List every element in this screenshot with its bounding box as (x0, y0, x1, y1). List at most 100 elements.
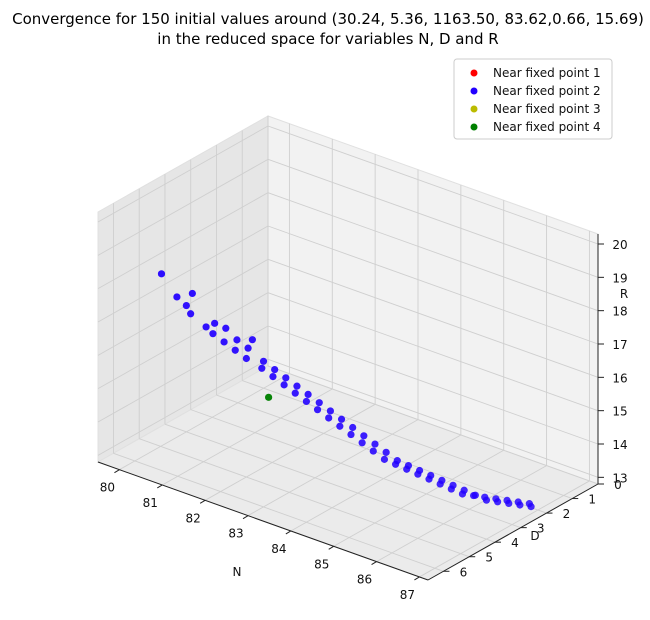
x-tick-label-2: 82 (186, 511, 201, 525)
legend-entry-1: Near fixed point 1 (493, 66, 601, 80)
x-grid-floor-2 (204, 403, 376, 501)
z-tick-label-5: 18 (612, 305, 627, 319)
point-s2-33 (358, 439, 366, 447)
grid-lines (97, 116, 599, 578)
y-axis-line (427, 483, 599, 581)
point-s2-0 (157, 270, 166, 278)
point-s2-40 (393, 457, 401, 465)
y-grid-floor-3 (190, 409, 521, 529)
point-s2-38 (382, 448, 390, 456)
point-s2-34 (360, 432, 368, 440)
point-s2-29 (336, 422, 344, 430)
legend-entry-3: Near fixed point 3 (493, 102, 601, 116)
z-grid-back-4 (267, 225, 599, 345)
point-s2-48 (438, 476, 446, 484)
x-tick-label-4: 84 (271, 542, 286, 556)
point-s2-14 (248, 336, 256, 344)
y-tick-label-5: 5 (485, 551, 493, 565)
legend-entry-2: Near fixed point 2 (493, 84, 601, 98)
z-grid-back-7 (267, 125, 599, 245)
x-tick-3 (242, 515, 249, 520)
z-tick-label-1: 14 (612, 438, 627, 452)
x-tick-label-7: 87 (400, 588, 415, 602)
x-grid-floor-0 (119, 373, 290, 471)
point-s2-5 (202, 323, 210, 331)
y-tick-label-3: 3 (537, 522, 545, 536)
point-s2-62 (516, 501, 524, 509)
x-tick-label-6: 86 (357, 573, 372, 587)
z-grid-back-2 (267, 292, 599, 412)
point-s2-24 (304, 390, 312, 399)
x-tick-label-1: 81 (143, 496, 158, 510)
point-s2-22 (293, 382, 301, 390)
z-grid-back-3 (267, 258, 599, 378)
x-grid-floor-3 (247, 419, 419, 517)
z-grid-left-5 (97, 192, 269, 290)
point-s2-30 (337, 415, 346, 423)
point-s2-36 (371, 440, 379, 448)
point-s2-20 (282, 374, 290, 382)
point-s2-37 (380, 455, 389, 463)
point-s2-4 (188, 289, 196, 298)
point-s2-21 (291, 389, 299, 397)
z-tick-label-7: 20 (612, 238, 627, 252)
point-s2-26 (315, 399, 323, 407)
legend-marker-4 (470, 123, 478, 131)
x-tick-5 (328, 545, 334, 550)
z-tick-label-3: 16 (612, 371, 627, 385)
z-tick-label-6: 19 (612, 271, 627, 285)
z-grid-left-4 (97, 225, 269, 323)
point-s2-3 (187, 310, 195, 318)
point-s2-50 (449, 481, 457, 489)
x-tick-label-3: 83 (228, 527, 243, 541)
legend-marker-1 (470, 69, 478, 77)
z-grid-left-3 (97, 258, 269, 356)
point-s2-10 (231, 346, 239, 354)
x-axis-line (97, 461, 429, 581)
point-s2-2 (182, 301, 190, 310)
z-grid-back-1 (267, 325, 599, 445)
point-s2-27 (325, 414, 333, 422)
point-s2-23 (302, 397, 310, 406)
z-grid-back-5 (267, 192, 599, 312)
point-s2-28 (326, 407, 335, 415)
legend: Near fixed point 1 Near fixed point 2 Ne… (453, 58, 613, 140)
z-tick-label-0: 13 (612, 471, 627, 485)
y-tick-label-0: 0 (614, 478, 622, 492)
x-grid-floor-5 (333, 449, 504, 547)
z-tick-label-2: 15 (612, 405, 627, 419)
y-grid-floor-0 (267, 365, 599, 485)
x-grid-floor-7 (419, 480, 590, 578)
y-grid-floor-2 (216, 394, 547, 514)
z-grid-back-0 (267, 358, 599, 478)
point-s2-54 (471, 491, 479, 499)
z-axis-label: R (620, 287, 628, 301)
z-grid-left-2 (97, 292, 269, 390)
legend-marker-2 (470, 87, 478, 95)
x-tick-label-0: 80 (100, 481, 115, 495)
point-s2-16 (259, 357, 268, 365)
point-s2-18 (271, 365, 279, 374)
point-s2-17 (269, 372, 277, 381)
legend-marker-3 (470, 105, 478, 113)
point-s2-12 (242, 354, 250, 363)
point-s2-46 (427, 471, 435, 480)
chart-subtitle: in the reduced space for variables N, D … (157, 30, 498, 48)
point-s2-9 (222, 324, 230, 332)
y-tick-label-4: 4 (511, 536, 519, 550)
x-tick-7 (414, 576, 420, 581)
z-tick-label-4: 17 (612, 338, 627, 352)
point-s2-35 (369, 447, 377, 455)
x-grid-floor-1 (162, 388, 333, 486)
y-grid-floor-1 (242, 380, 573, 499)
x-axis-label: N (233, 565, 242, 579)
point-s2-6 (209, 330, 217, 338)
point-s2-7 (211, 319, 219, 327)
x-tick-4 (285, 530, 292, 535)
point-s2-25 (313, 406, 322, 414)
point-s2-19 (280, 381, 288, 389)
point-s2-64 (527, 503, 535, 511)
y-grid-floor-6 (113, 452, 444, 572)
point-s2-60 (505, 499, 513, 507)
